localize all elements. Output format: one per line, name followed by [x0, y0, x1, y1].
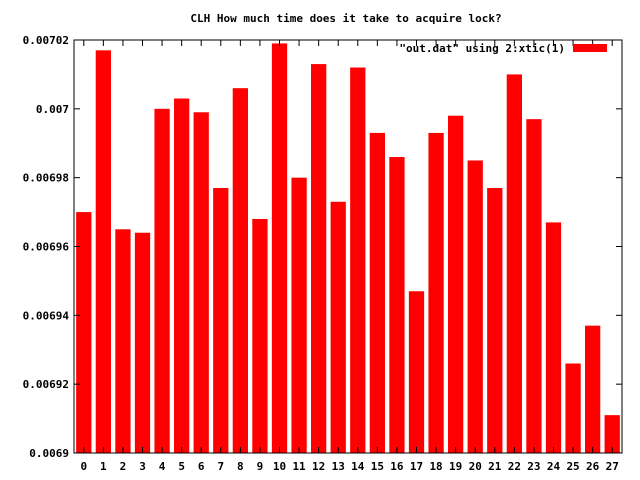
y-tick-label: 0.00702	[23, 34, 69, 47]
bar-26	[585, 325, 601, 453]
bar-2	[115, 229, 131, 453]
x-tick-label: 12	[312, 460, 325, 473]
bar-27	[604, 415, 620, 453]
x-tick-label: 21	[488, 460, 502, 473]
x-tick-label: 8	[237, 460, 244, 473]
bar-5	[174, 98, 190, 453]
x-tick-label: 23	[527, 460, 540, 473]
bar-16	[389, 157, 405, 453]
bar-25	[565, 363, 581, 453]
x-tick-label: 7	[217, 460, 224, 473]
bar-24	[545, 222, 562, 453]
x-tick-label: 25	[566, 460, 579, 473]
x-tick-label: 4	[159, 460, 166, 473]
bar-22	[506, 74, 522, 454]
bar-23	[526, 119, 542, 453]
bar-15	[369, 132, 385, 453]
x-tick-label: 2	[120, 460, 127, 473]
x-tick-label: 16	[390, 460, 404, 473]
y-tick-label: 0.00696	[23, 241, 70, 254]
y-tick-label: 0.00698	[23, 172, 69, 185]
y-tick-label: 0.00694	[23, 309, 70, 322]
ticks-group: 0 1 2 3 4 5 6 7 8 9 10 11 12 13 14 15 16 17 18 19 20 21 22 23 24…	[23, 34, 622, 473]
x-tick-label: 22	[508, 460, 521, 473]
x-tick-label: 6	[198, 460, 205, 473]
x-tick-label: 20	[469, 460, 482, 473]
y-tick-label: 0.007	[36, 103, 69, 116]
x-tick-label: 3	[139, 460, 146, 473]
x-tick-label: 5	[178, 460, 185, 473]
x-tick-label: 19	[449, 460, 462, 473]
bar-10	[271, 43, 288, 453]
bar-21	[487, 187, 503, 454]
bar-17	[408, 291, 425, 453]
legend-swatch	[573, 44, 607, 52]
bar-1	[95, 50, 111, 453]
bars-group	[76, 43, 620, 454]
y-tick-label: 0.0069	[29, 447, 69, 460]
bar-11	[291, 177, 307, 454]
bar-13	[330, 201, 346, 453]
bar-18	[428, 132, 444, 453]
x-tick-label: 13	[332, 460, 345, 473]
bar-19	[448, 115, 464, 453]
bar-8	[232, 88, 248, 454]
legend-label: "out.dat" using 2:xtic(1)	[399, 42, 565, 55]
bar-7	[213, 187, 229, 454]
bar-20	[467, 160, 483, 453]
bar-3	[134, 232, 151, 453]
x-tick-label: 15	[371, 460, 384, 473]
x-tick-label: 10	[273, 460, 286, 473]
x-tick-label: 17	[410, 460, 423, 473]
bar-12	[311, 64, 327, 453]
x-tick-label: 14	[351, 460, 365, 473]
x-tick-label: 11	[292, 460, 306, 473]
x-tick-label: 26	[586, 460, 600, 473]
legend: "out.dat" using 2:xtic(1)	[399, 42, 607, 55]
bar-0	[76, 212, 92, 453]
x-tick-label: 24	[547, 460, 561, 473]
x-tick-label: 0	[80, 460, 87, 473]
x-tick-label: 9	[257, 460, 264, 473]
bar-14	[350, 67, 366, 453]
y-tick-label: 0.00692	[23, 378, 69, 391]
x-tick-label: 1	[100, 460, 107, 473]
chart-title: CLH How much time does it take to acquir…	[190, 12, 501, 25]
x-tick-label: 18	[429, 460, 442, 473]
x-tick-label: 27	[606, 460, 619, 473]
bar-9	[252, 218, 268, 453]
bar-6	[193, 112, 209, 453]
bar-4	[154, 108, 170, 453]
